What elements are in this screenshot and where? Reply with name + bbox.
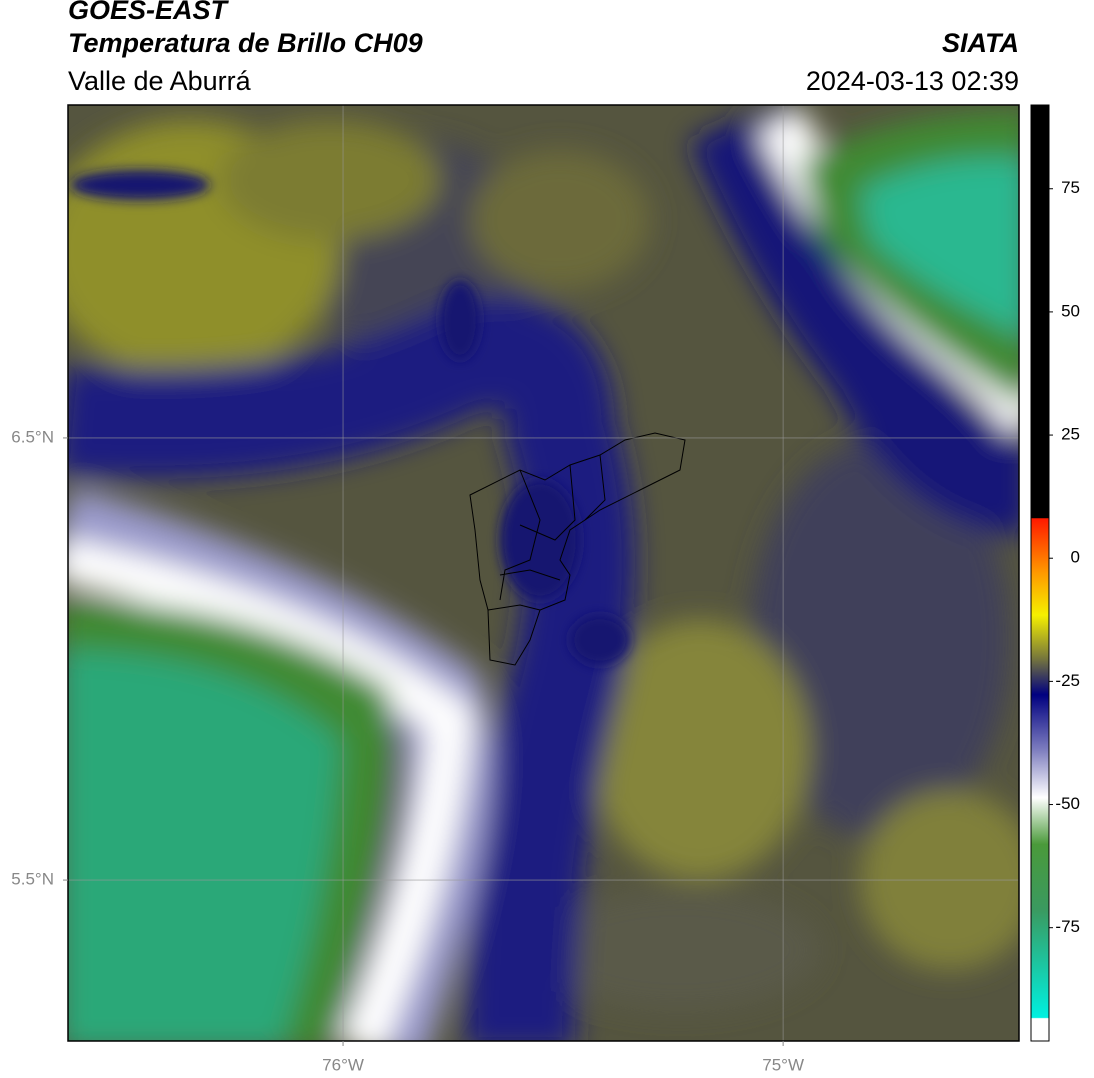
colorbar-label: 25 bbox=[1061, 425, 1080, 444]
colorbar-label: 75 bbox=[1061, 178, 1080, 197]
municipal-boundaries bbox=[469, 432, 686, 666]
satellite-field bbox=[68, 105, 1019, 1041]
colorbar-label: -25 bbox=[1055, 671, 1080, 690]
timestamp: 2024-03-13 02:39 bbox=[806, 66, 1019, 96]
map-frame bbox=[67, 104, 1020, 1042]
graticule bbox=[68, 105, 1019, 1041]
region: Valle de Aburrá bbox=[68, 66, 252, 96]
colorbar-label: -75 bbox=[1055, 917, 1080, 936]
x-tick-label: 75°W bbox=[762, 1055, 804, 1074]
y-tick-label: 5.5°N bbox=[11, 870, 54, 889]
y-tick-label: 6.5°N bbox=[11, 427, 54, 446]
colorbar-label: 50 bbox=[1061, 301, 1080, 320]
source: SIATA bbox=[942, 28, 1019, 58]
colorbar bbox=[1030, 104, 1050, 1042]
subtitle: Temperatura de Brillo CH09 bbox=[68, 28, 423, 58]
colorbar-label: -50 bbox=[1055, 794, 1080, 813]
colorbar-label: 0 bbox=[1071, 548, 1080, 567]
x-tick-label: 76°W bbox=[322, 1055, 364, 1074]
title: GOES-EAST bbox=[68, 0, 230, 25]
